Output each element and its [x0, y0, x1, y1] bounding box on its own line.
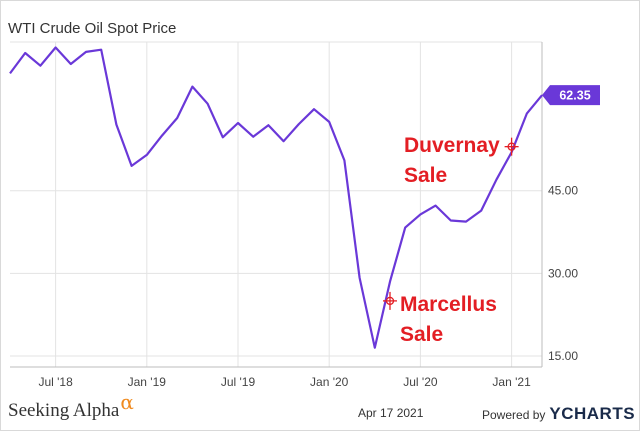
ycharts-credit: Powered by YCHARTS — [482, 404, 635, 424]
x-tick-label: Jul '20 — [403, 375, 438, 389]
y-tick-label: 45.00 — [548, 184, 578, 198]
x-tick-label: Jan '19 — [128, 375, 167, 389]
y-tick-label: 15.00 — [548, 349, 578, 363]
annotation-label: Marcellus — [400, 293, 497, 316]
x-tick-label: Jul '19 — [221, 375, 256, 389]
powered-by-text: Powered by — [482, 408, 546, 422]
chart-title: WTI Crude Oil Spot Price — [8, 20, 177, 37]
seeking-alpha-wordmark: Seeking Alpha — [8, 400, 120, 421]
y-tick-label: 30.00 — [548, 266, 578, 280]
seeking-alpha-logo: Seeking Alphaα — [8, 390, 134, 422]
x-tick-label: Jul '18 — [38, 375, 73, 389]
chart-date: Apr 17 2021 — [358, 406, 424, 420]
annotation-label: Sale — [400, 323, 443, 346]
last-value-tag — [542, 85, 600, 106]
x-tick-label: Jan '20 — [310, 375, 349, 389]
ycharts-logo: YCHARTS — [549, 404, 636, 423]
annotation-label: Sale — [404, 164, 447, 187]
series-line — [9, 46, 543, 349]
annotation-label: Duvernay — [404, 134, 500, 157]
last-value-label: 62.35 — [559, 89, 590, 103]
alpha-logo-icon: α — [120, 390, 134, 414]
x-tick-label: Jan '21 — [492, 375, 531, 389]
